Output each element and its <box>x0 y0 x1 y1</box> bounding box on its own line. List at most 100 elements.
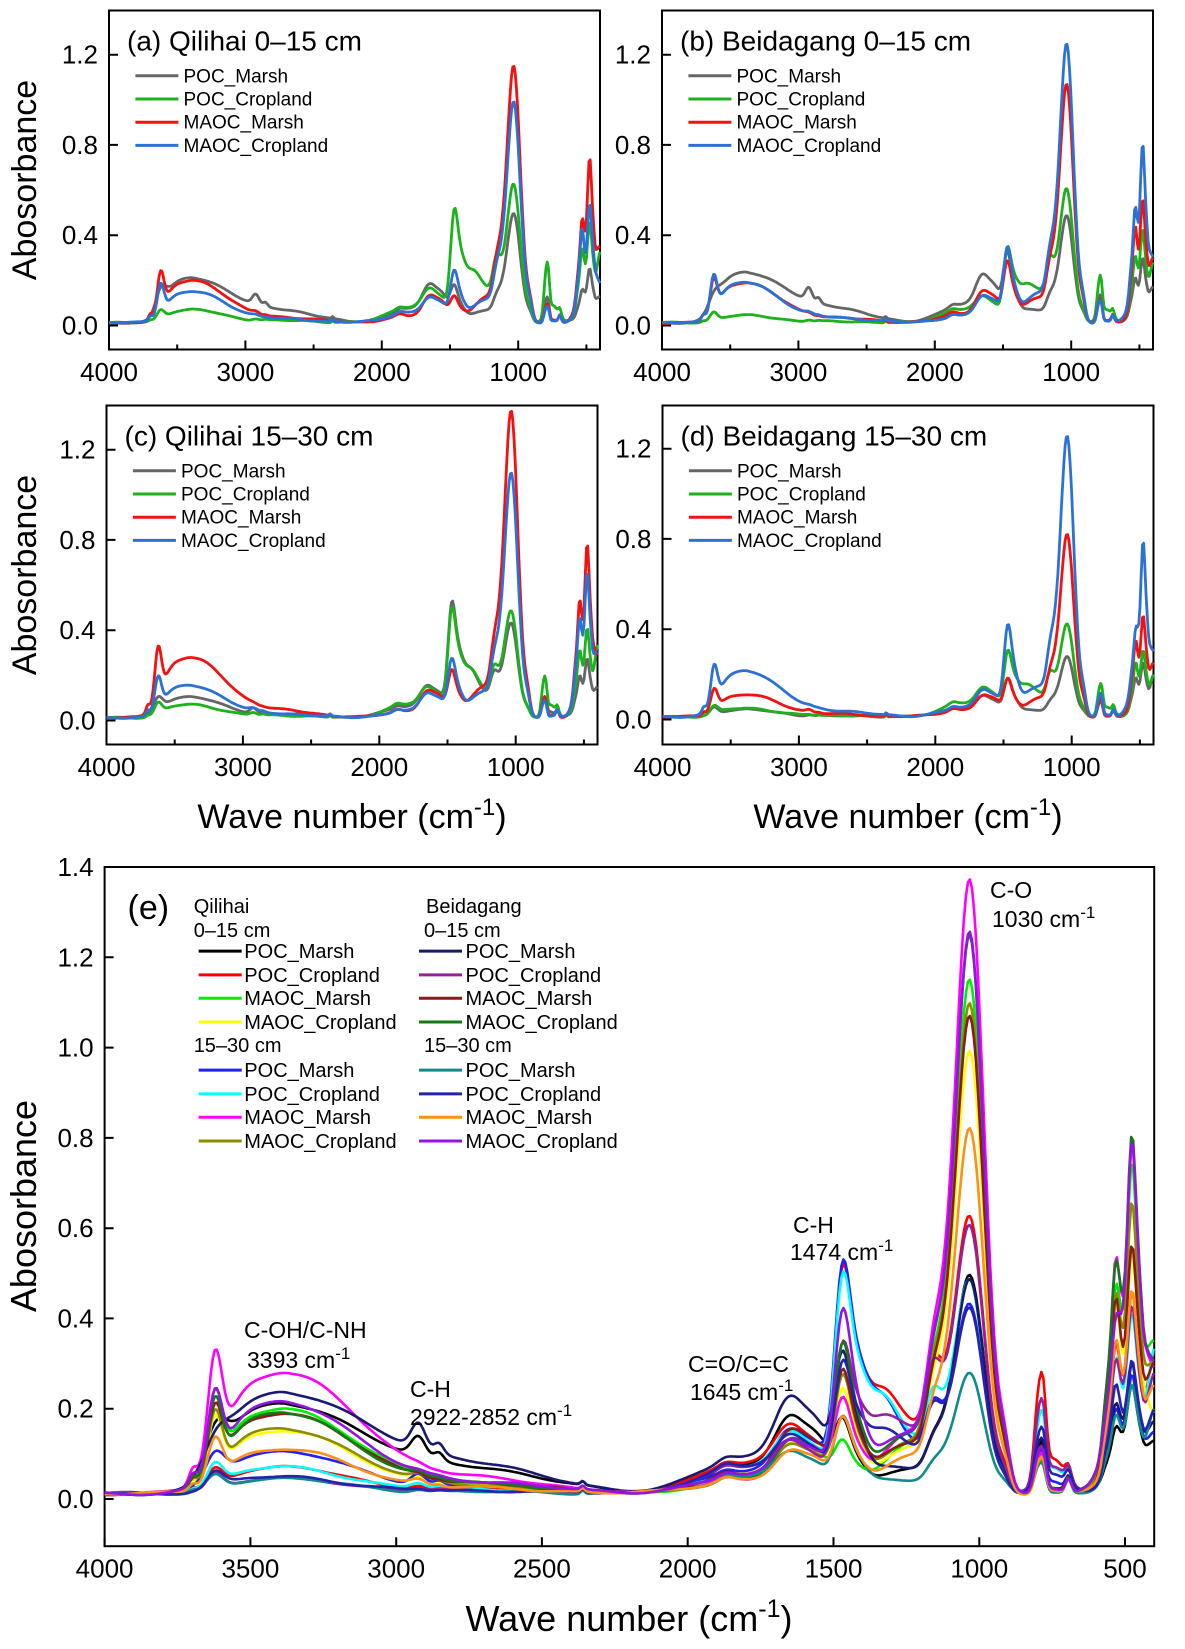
svg-text:MAOC_Cropland: MAOC_Cropland <box>466 1012 618 1034</box>
svg-text:MAOC_Cropland: MAOC_Cropland <box>244 1131 396 1153</box>
svg-text:MAOC_Marsh: MAOC_Marsh <box>737 508 857 529</box>
svg-text:2000: 2000 <box>906 357 964 387</box>
svg-text:2000: 2000 <box>353 357 411 387</box>
svg-text:MAOC_Marsh: MAOC_Marsh <box>184 113 304 134</box>
svg-text:1000: 1000 <box>1042 357 1100 387</box>
svg-text:0.8: 0.8 <box>615 130 651 160</box>
svg-text:0.4: 0.4 <box>615 614 651 644</box>
svg-text:3000: 3000 <box>367 1554 425 1584</box>
svg-text:0.4: 0.4 <box>615 220 651 250</box>
svg-text:1.2: 1.2 <box>615 40 651 70</box>
svg-text:Wave number (cm-1): Wave number (cm-1) <box>753 794 1062 837</box>
svg-text:2000: 2000 <box>906 752 964 782</box>
svg-text:0.4: 0.4 <box>62 220 98 250</box>
svg-text:C-OH/C-NH: C-OH/C-NH <box>244 1317 367 1343</box>
svg-text:MAOC_Marsh: MAOC_Marsh <box>244 988 371 1010</box>
svg-text:1000: 1000 <box>950 1554 1008 1584</box>
svg-text:Wave number (cm-1): Wave number (cm-1) <box>466 1595 793 1639</box>
svg-text:4000: 4000 <box>76 1554 134 1584</box>
svg-text:C-H: C-H <box>410 1376 451 1402</box>
svg-text:4000: 4000 <box>633 357 691 387</box>
svg-text:0.6: 0.6 <box>57 1213 93 1243</box>
svg-text:C=O/C=C: C=O/C=C <box>688 1351 789 1377</box>
svg-text:0.0: 0.0 <box>615 705 651 735</box>
svg-text:Abosorbance: Abosorbance <box>6 80 44 280</box>
svg-text:0.8: 0.8 <box>615 524 651 554</box>
svg-text:15–30 cm: 15–30 cm <box>194 1035 282 1057</box>
svg-text:POC_Marsh: POC_Marsh <box>181 461 286 482</box>
svg-text:0.0: 0.0 <box>62 311 98 341</box>
svg-text:MAOC_Cropland: MAOC_Cropland <box>181 531 326 552</box>
svg-text:1000: 1000 <box>487 752 545 782</box>
svg-text:POC_Marsh: POC_Marsh <box>737 66 842 87</box>
svg-text:4000: 4000 <box>634 752 692 782</box>
svg-text:POC_Cropland: POC_Cropland <box>244 965 380 987</box>
svg-text:1.2: 1.2 <box>62 40 98 70</box>
svg-text:MAOC_Marsh: MAOC_Marsh <box>466 1107 593 1129</box>
svg-text:MAOC_Cropland: MAOC_Cropland <box>184 136 329 157</box>
svg-text:15–30 cm: 15–30 cm <box>424 1035 512 1057</box>
svg-text:POC_Marsh: POC_Marsh <box>244 941 354 963</box>
svg-text:2922-2852 cm-1: 2922-2852 cm-1 <box>410 1401 572 1431</box>
svg-text:Abosorbance: Abosorbance <box>6 475 44 675</box>
svg-text:(c) Qilihai 15–30 cm: (c) Qilihai 15–30 cm <box>125 421 374 452</box>
svg-text:C-H: C-H <box>793 1212 834 1238</box>
svg-text:1645 cm-1: 1645 cm-1 <box>690 1376 793 1406</box>
svg-text:4000: 4000 <box>80 357 138 387</box>
svg-text:3500: 3500 <box>221 1554 279 1584</box>
svg-text:0.0: 0.0 <box>615 311 651 341</box>
svg-text:MAOC_Marsh: MAOC_Marsh <box>737 113 857 134</box>
svg-text:POC_Cropland: POC_Cropland <box>181 485 310 506</box>
svg-text:3000: 3000 <box>214 752 272 782</box>
svg-text:1.4: 1.4 <box>57 852 93 882</box>
svg-text:2000: 2000 <box>659 1554 717 1584</box>
svg-text:3393 cm-1: 3393 cm-1 <box>247 1344 350 1374</box>
svg-text:POC_Cropland: POC_Cropland <box>737 90 866 111</box>
svg-text:MAOC_Marsh: MAOC_Marsh <box>181 508 301 529</box>
svg-text:Wave number (cm-1): Wave number (cm-1) <box>197 794 506 837</box>
svg-text:MAOC_Cropland: MAOC_Cropland <box>737 136 882 157</box>
svg-text:POC_Cropland: POC_Cropland <box>466 1084 602 1106</box>
svg-text:0.8: 0.8 <box>59 525 95 555</box>
svg-text:3000: 3000 <box>770 752 828 782</box>
svg-text:POC_Cropland: POC_Cropland <box>737 485 866 506</box>
svg-text:C-O: C-O <box>990 877 1032 903</box>
svg-text:0–15 cm: 0–15 cm <box>194 920 271 942</box>
svg-text:POC_Cropland: POC_Cropland <box>244 1084 380 1106</box>
svg-text:1.2: 1.2 <box>59 435 95 465</box>
svg-text:1030 cm-1: 1030 cm-1 <box>992 903 1095 933</box>
svg-text:POC_Marsh: POC_Marsh <box>737 461 842 482</box>
svg-text:0.4: 0.4 <box>57 1303 93 1333</box>
svg-text:MAOC_Cropland: MAOC_Cropland <box>737 531 882 552</box>
svg-text:4000: 4000 <box>78 752 136 782</box>
svg-text:2500: 2500 <box>513 1554 571 1584</box>
svg-text:(d) Beidagang 15–30 cm: (d) Beidagang 15–30 cm <box>681 421 988 452</box>
svg-text:POC_Marsh: POC_Marsh <box>466 941 576 963</box>
svg-text:POC_Marsh: POC_Marsh <box>184 66 289 87</box>
svg-text:POC_Marsh: POC_Marsh <box>244 1060 354 1082</box>
svg-text:3000: 3000 <box>216 357 274 387</box>
svg-text:(e): (e) <box>128 889 170 927</box>
svg-text:0.4: 0.4 <box>59 615 95 645</box>
svg-text:0.0: 0.0 <box>59 706 95 736</box>
svg-text:0.8: 0.8 <box>62 130 98 160</box>
svg-text:0–15 cm: 0–15 cm <box>424 920 501 942</box>
svg-text:1.2: 1.2 <box>615 434 651 464</box>
svg-text:POC_Cropland: POC_Cropland <box>466 965 602 987</box>
svg-text:MAOC_Cropland: MAOC_Cropland <box>244 1012 396 1034</box>
svg-text:Abosorbance: Abosorbance <box>3 1100 44 1312</box>
svg-text:1.0: 1.0 <box>57 1033 93 1063</box>
svg-text:1000: 1000 <box>1043 752 1101 782</box>
svg-text:0.0: 0.0 <box>57 1484 93 1514</box>
svg-text:MAOC_Marsh: MAOC_Marsh <box>466 988 593 1010</box>
svg-text:1.2: 1.2 <box>57 942 93 972</box>
svg-text:0.8: 0.8 <box>57 1123 93 1153</box>
svg-text:3000: 3000 <box>769 357 827 387</box>
svg-text:(b) Beidagang 0–15 cm: (b) Beidagang 0–15 cm <box>680 26 971 57</box>
svg-text:MAOC_Marsh: MAOC_Marsh <box>244 1107 371 1129</box>
svg-text:1500: 1500 <box>805 1554 863 1584</box>
svg-text:1000: 1000 <box>489 357 547 387</box>
svg-text:POC_Marsh: POC_Marsh <box>466 1060 576 1082</box>
svg-text:500: 500 <box>1103 1554 1146 1584</box>
svg-text:Qilihai: Qilihai <box>194 896 250 918</box>
